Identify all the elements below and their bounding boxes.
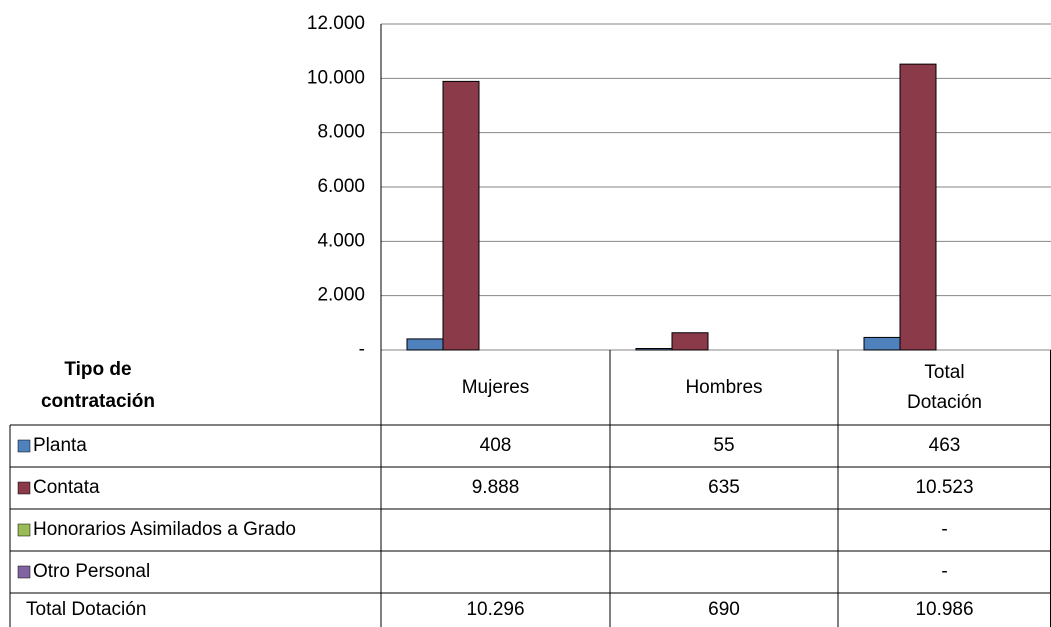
data-label: - [941,519,947,540]
legend-key [17,565,31,579]
y-tick-label: 4.000 [317,230,365,251]
bar [442,80,480,351]
bar [635,348,673,351]
legend-label: Planta [33,435,87,456]
legend-key [17,439,31,453]
legend-key [17,523,31,537]
data-label: 10.523 [915,477,973,498]
x-tick-label: Hombres [685,377,762,398]
bar [671,332,709,351]
data-label: 10.986 [915,599,973,620]
data-label: 10.296 [466,599,524,620]
y-tick-label: 2.000 [317,285,365,306]
data-label: 55 [713,435,734,456]
y-tick-label: 6.000 [317,176,365,197]
legend-label: Otro Personal [33,561,150,582]
legend-label: Total Dotación [26,599,146,620]
x-tick-label: Mujeres [462,377,530,398]
y-tick-label: 8.000 [317,122,365,143]
legend-label: Honorarios Asimilados a Grado [33,519,296,540]
bar [406,338,444,351]
legend-label: Contata [33,477,100,498]
table-header: Tipo de contratación [41,359,155,412]
data-label: 463 [929,435,961,456]
data-label: 9.888 [472,477,520,498]
data-label: 408 [480,435,512,456]
data-label: 690 [708,599,740,620]
y-tick-label: - [359,339,365,360]
data-label: - [941,561,947,582]
y-tick-label: 10.000 [307,67,365,88]
y-tick-label: 12.000 [307,13,365,34]
bar [863,336,901,351]
legend-key [17,481,31,495]
data-label: 635 [708,477,740,498]
x-tick-label: Total Dotación [907,362,982,413]
bar [899,63,937,351]
